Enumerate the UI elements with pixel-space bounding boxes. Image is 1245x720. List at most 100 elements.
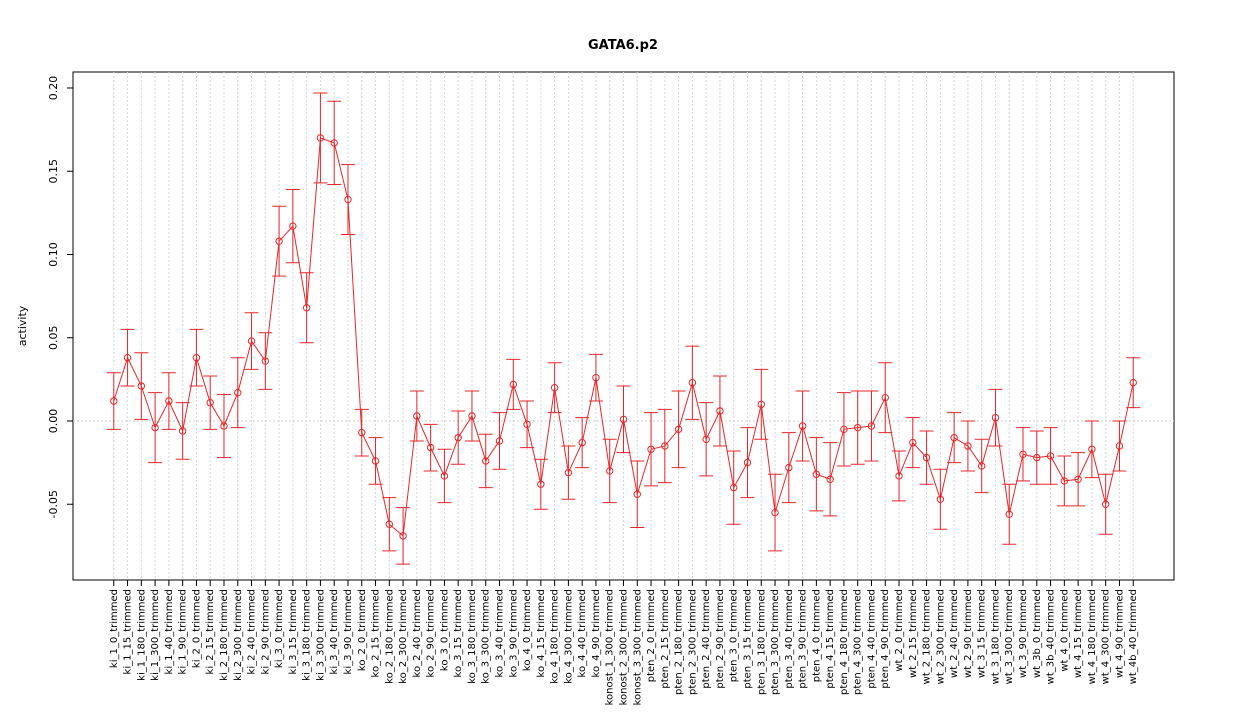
data-point bbox=[950, 433, 958, 442]
x-tick-label: ki_1_180_trimmed bbox=[136, 589, 147, 681]
x-tick-label: pten_2_15_trimmed bbox=[660, 589, 671, 689]
x-tick-label: ko_4_180_trimmed bbox=[550, 589, 561, 684]
y-axis-label: activity bbox=[16, 305, 29, 346]
data-point bbox=[812, 470, 821, 478]
error-bar bbox=[575, 417, 590, 469]
x-tick-label: pten_3_300_trimmed bbox=[770, 589, 781, 695]
error-bar bbox=[423, 423, 438, 472]
data-point bbox=[399, 532, 407, 540]
error-bar-line bbox=[437, 448, 452, 504]
data-point bbox=[468, 412, 476, 420]
error-bar-line bbox=[699, 402, 714, 477]
x-tick-label: ki_3_90_trimmed bbox=[343, 589, 354, 674]
error-bar bbox=[1057, 455, 1072, 507]
x-tick-label: ki_3_40_trimmed bbox=[329, 589, 340, 674]
error-bar bbox=[478, 433, 493, 489]
data-point bbox=[454, 433, 462, 442]
error-bar bbox=[864, 390, 879, 462]
error-bar bbox=[354, 408, 369, 457]
x-tick-label: ki_3_180_trimmed bbox=[302, 589, 313, 681]
error-bar-line bbox=[933, 468, 948, 530]
error-bar-line bbox=[878, 362, 893, 434]
data-point bbox=[771, 508, 779, 517]
x-tick-label: konost_2_300_trimmed bbox=[619, 589, 630, 705]
error-bar-line bbox=[148, 392, 163, 464]
error-bar-line bbox=[506, 358, 521, 410]
x-tick-label: pten_3_180_trimmed bbox=[756, 589, 767, 695]
error-bar bbox=[189, 328, 204, 387]
data-point bbox=[344, 195, 352, 204]
error-bar bbox=[340, 164, 355, 236]
data-point bbox=[853, 423, 862, 432]
error-bar bbox=[933, 468, 948, 530]
error-bar bbox=[437, 448, 452, 504]
error-bar bbox=[630, 460, 645, 529]
error-bar-line bbox=[327, 100, 342, 186]
x-tick-label: ki_2_15_trimmed bbox=[205, 589, 216, 674]
x-tick-label: konost_3_300_trimmed bbox=[632, 589, 643, 705]
x-tick-label: wt_4_90_trimmed bbox=[1114, 589, 1125, 678]
error-bar bbox=[216, 393, 231, 459]
error-bar-line bbox=[616, 385, 631, 454]
x-tick-label: wt_4_0_trimmed bbox=[1059, 589, 1070, 672]
error-bar bbox=[960, 420, 975, 472]
error-bar-line bbox=[1071, 452, 1086, 507]
x-tick-label: pten_2_180_trimmed bbox=[674, 589, 685, 695]
error-bar-line bbox=[630, 460, 645, 529]
error-bar bbox=[1071, 452, 1086, 507]
x-tick-label: pten_3_0_trimmed bbox=[729, 589, 740, 682]
y-tick-label: 0.05 bbox=[47, 325, 60, 350]
x-tick-label: pten_2_90_trimmed bbox=[715, 589, 726, 689]
data-point bbox=[247, 337, 256, 345]
error-bar bbox=[892, 450, 907, 502]
data-point bbox=[385, 520, 394, 528]
error-bar bbox=[285, 189, 300, 264]
data-point bbox=[936, 495, 945, 503]
data-point bbox=[206, 398, 214, 407]
x-tick-label: ko_3_300_trimmed bbox=[481, 589, 492, 684]
error-bar bbox=[712, 375, 727, 447]
error-bar-line bbox=[134, 352, 149, 420]
x-tick-label: wt_2_180_trimmed bbox=[922, 589, 933, 684]
error-bar bbox=[1043, 427, 1058, 485]
x-tick-label: wt_4_300_trimmed bbox=[1101, 589, 1112, 684]
x-tick-label: wt_4_180_trimmed bbox=[1087, 589, 1098, 684]
data-point bbox=[592, 373, 600, 382]
data-point bbox=[550, 383, 559, 392]
error-bar-line bbox=[960, 420, 975, 472]
x-tick-label: ki_2_300_trimmed bbox=[233, 589, 244, 681]
data-point bbox=[730, 483, 738, 492]
x-tick-label: ko_3_0_trimmed bbox=[439, 589, 450, 671]
error-bar bbox=[905, 417, 920, 469]
error-bar-line bbox=[712, 375, 727, 447]
data-point bbox=[178, 427, 187, 435]
error-bar-line bbox=[919, 430, 934, 485]
x-tick-label: wt_3_90_trimmed bbox=[1018, 589, 1029, 678]
data-point bbox=[289, 222, 297, 230]
error-bar-line bbox=[850, 390, 865, 465]
x-tick-label: pten_4_300_trimmed bbox=[853, 589, 864, 695]
x-tick-label: ki_1_300_trimmed bbox=[150, 589, 161, 681]
data-point bbox=[619, 415, 628, 424]
x-tick-label: wt_2_0_trimmed bbox=[894, 589, 905, 672]
error-bar bbox=[988, 388, 1003, 447]
error-bar-line bbox=[533, 458, 548, 510]
data-point bbox=[743, 458, 752, 467]
error-bar bbox=[685, 345, 700, 420]
error-bar-line bbox=[1126, 357, 1141, 409]
data-point bbox=[895, 472, 903, 480]
x-tick-label: ko_2_90_trimmed bbox=[426, 589, 437, 677]
data-point bbox=[647, 445, 655, 453]
error-bar bbox=[809, 437, 824, 512]
error-bar-line bbox=[520, 400, 535, 449]
error-bar-line bbox=[492, 412, 507, 470]
data-point bbox=[110, 397, 118, 405]
x-tick-label: ki_2_40_trimmed bbox=[247, 589, 258, 674]
error-bar-line bbox=[836, 392, 851, 467]
error-bar-line bbox=[685, 345, 700, 420]
error-bar bbox=[644, 412, 659, 487]
error-bar bbox=[520, 400, 535, 449]
data-point bbox=[606, 467, 614, 475]
error-bar-line bbox=[988, 388, 1003, 447]
